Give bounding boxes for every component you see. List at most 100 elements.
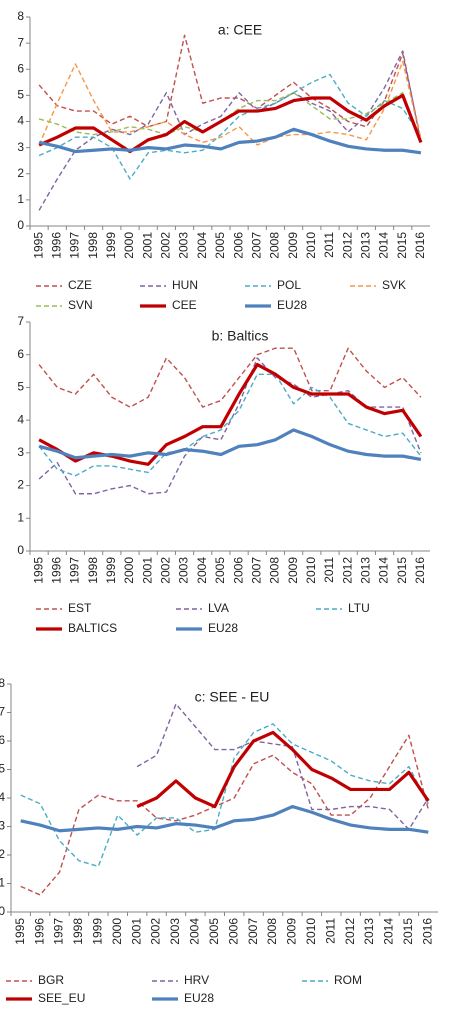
x-tick-label: 2016 xyxy=(420,918,434,945)
x-tick-label: 2009 xyxy=(285,918,299,945)
x-tick-label: 2009 xyxy=(286,557,300,584)
x-tick-label: 1997 xyxy=(52,918,66,945)
x-tick-label: 2000 xyxy=(122,232,136,259)
y-tick-label: 4 xyxy=(17,412,24,426)
y-tick-label: 8 xyxy=(17,9,24,23)
x-tick-label: 2005 xyxy=(213,232,227,259)
chart-title: b: Baltics xyxy=(212,328,269,344)
y-tick-label: 1 xyxy=(0,876,5,890)
x-tick-label: 1996 xyxy=(49,557,63,584)
x-tick-label: 2014 xyxy=(377,557,391,584)
x-tick-label: 2008 xyxy=(265,918,279,945)
x-tick-label: 2005 xyxy=(207,918,221,945)
x-tick-label: 1999 xyxy=(104,557,118,584)
series-line xyxy=(38,60,422,146)
x-tick-label: 1997 xyxy=(68,232,82,259)
x-tick-label: 2006 xyxy=(226,918,240,945)
x-tick-label: 1998 xyxy=(86,232,100,259)
series-line xyxy=(20,734,429,896)
series-line xyxy=(20,723,429,868)
series-line xyxy=(38,127,422,155)
x-tick-label: 2015 xyxy=(395,232,409,259)
y-tick-label: 1 xyxy=(17,510,24,524)
y-tick-label: 3 xyxy=(17,140,24,154)
x-tick-label: 2003 xyxy=(168,918,182,945)
x-tick-label: 2008 xyxy=(268,232,282,259)
x-tick-label: 2007 xyxy=(246,918,260,945)
series-line xyxy=(38,428,422,461)
y-tick-label: 7 xyxy=(0,705,5,719)
legend-label: HRV xyxy=(184,973,209,987)
y-tick-label: 6 xyxy=(17,347,24,361)
x-tick-label: 2000 xyxy=(110,918,124,945)
x-tick-label: 2004 xyxy=(195,557,209,584)
legend-label: BGR xyxy=(38,973,64,987)
x-tick-label: 2013 xyxy=(359,557,373,584)
x-tick-label: 2014 xyxy=(382,918,396,945)
legend-label: EST xyxy=(68,601,92,615)
series-line xyxy=(136,730,430,809)
y-tick-label: 7 xyxy=(17,314,24,328)
x-tick-label: 2012 xyxy=(343,918,357,945)
x-tick-label: 2000 xyxy=(122,557,136,584)
series-line xyxy=(38,347,422,408)
legend-label: EU28 xyxy=(184,991,214,1005)
x-tick-label: 2015 xyxy=(401,918,415,945)
x-tick-label: 1999 xyxy=(104,232,118,259)
legend-label: LTU xyxy=(348,601,370,615)
x-tick-label: 2013 xyxy=(359,232,373,259)
y-tick-label: 2 xyxy=(0,847,5,861)
x-tick-label: 1995 xyxy=(31,232,45,259)
series-line xyxy=(38,357,422,495)
x-tick-label: 1995 xyxy=(31,557,45,584)
y-tick-label: 3 xyxy=(0,819,5,833)
y-tick-label: 0 xyxy=(17,543,24,557)
y-tick-label: 5 xyxy=(17,380,24,394)
series-line xyxy=(136,703,429,831)
x-tick-label: 2010 xyxy=(304,232,318,259)
x-tick-label: 2005 xyxy=(213,557,227,584)
x-tick-label: 2016 xyxy=(413,232,427,259)
legend-label: SVK xyxy=(382,278,406,292)
y-tick-label: 0 xyxy=(0,904,5,918)
x-tick-label: 2014 xyxy=(377,232,391,259)
x-tick-label: 1997 xyxy=(68,557,82,584)
chart-title: a: CEE xyxy=(218,22,262,38)
y-tick-label: 8 xyxy=(0,676,5,690)
x-tick-label: 2012 xyxy=(340,557,354,584)
y-tick-label: 0 xyxy=(17,218,24,232)
x-tick-label: 1996 xyxy=(49,232,63,259)
x-tick-label: 2002 xyxy=(149,918,163,945)
series-line xyxy=(38,73,422,180)
legend-label: LVA xyxy=(208,601,229,615)
x-tick-label: 2002 xyxy=(159,557,173,584)
legend-label: EU28 xyxy=(277,298,307,312)
y-tick-label: 7 xyxy=(17,35,24,49)
legend-label: BALTICS xyxy=(68,621,117,635)
x-tick-label: 2007 xyxy=(249,557,263,584)
x-tick-label: 2010 xyxy=(304,557,318,584)
x-tick-label: 2002 xyxy=(159,232,173,259)
x-tick-label: 2006 xyxy=(231,557,245,584)
y-tick-label: 2 xyxy=(17,166,24,180)
y-tick-label: 6 xyxy=(0,733,5,747)
series-line xyxy=(38,50,422,211)
x-tick-label: 2001 xyxy=(140,557,154,584)
legend-label: SVN xyxy=(68,298,93,312)
x-tick-label: 2009 xyxy=(286,232,300,259)
x-tick-label: 2006 xyxy=(231,232,245,259)
y-tick-label: 4 xyxy=(17,114,24,128)
x-tick-label: 2012 xyxy=(340,232,354,259)
x-tick-label: 2001 xyxy=(140,232,154,259)
chart-title: c: SEE - EU xyxy=(195,689,270,705)
x-tick-label: 1996 xyxy=(32,918,46,945)
series-line xyxy=(38,373,422,477)
y-tick-label: 3 xyxy=(17,445,24,459)
y-tick-label: 5 xyxy=(0,762,5,776)
legend-label: ROM xyxy=(334,973,362,987)
series-line xyxy=(38,93,423,154)
legend-label: POL xyxy=(277,278,301,292)
x-tick-label: 2003 xyxy=(177,232,191,259)
x-tick-label: 2001 xyxy=(129,918,143,945)
